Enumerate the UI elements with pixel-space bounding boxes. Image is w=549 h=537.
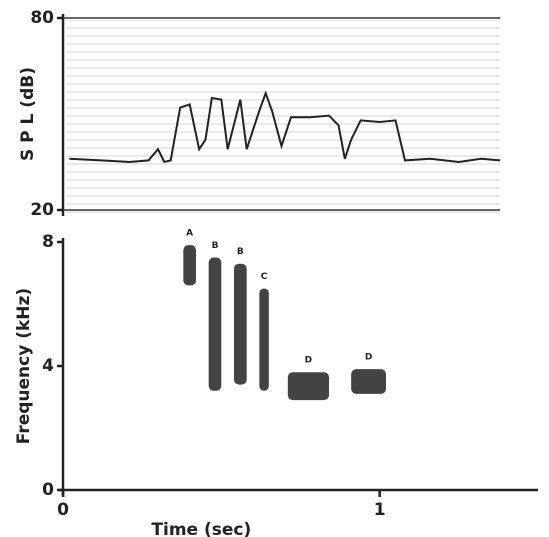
syllable — [208, 257, 222, 391]
y-axis-label: Frequency (kHz) — [14, 288, 34, 444]
syllable — [259, 288, 269, 391]
y-axis-label: S P L (dB) — [18, 67, 38, 161]
y-tick-label: 0 — [42, 480, 54, 500]
x-tick-label: 0 — [57, 500, 69, 520]
syllable — [287, 372, 329, 401]
y-tick-label: 20 — [30, 200, 54, 220]
spl-line — [69, 90, 501, 164]
syllable-label: D — [365, 353, 372, 363]
syllable-label: A — [186, 229, 193, 239]
syllable-label: D — [305, 356, 312, 366]
syllable — [183, 245, 196, 286]
y-tick-label: 4 — [42, 356, 54, 376]
x-tick-label: 1 — [374, 500, 386, 520]
x-axis-label: Time (sec) — [151, 520, 251, 537]
y-tick-label: 8 — [42, 232, 54, 252]
paper-texture — [66, 20, 500, 216]
y-tick-label: 80 — [30, 8, 54, 28]
syllable-label: B — [237, 247, 244, 257]
syllable — [351, 369, 386, 394]
syllable-label: C — [261, 272, 268, 282]
syllable-label: B — [212, 241, 219, 251]
syllable — [234, 263, 247, 385]
